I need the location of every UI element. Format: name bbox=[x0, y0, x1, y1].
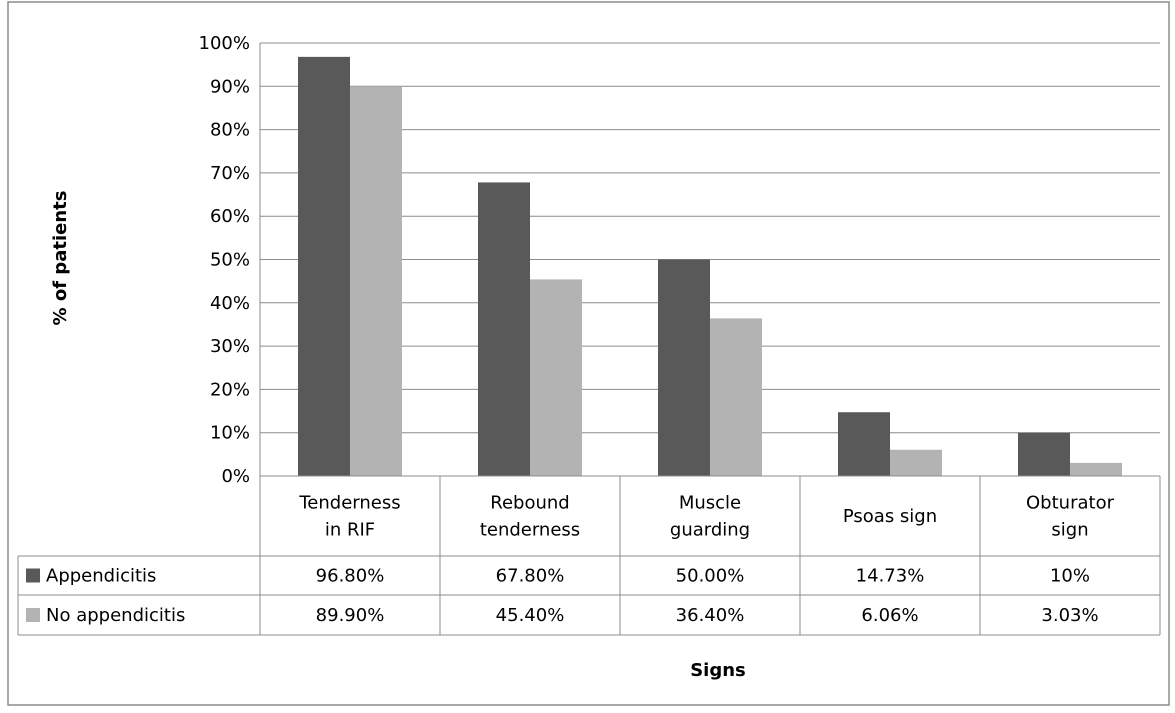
bar-appendicitis-0 bbox=[298, 56, 350, 477]
data-label: 50.00% bbox=[676, 566, 745, 587]
category-label: Muscle guarding bbox=[670, 493, 750, 541]
bars bbox=[298, 56, 1122, 477]
category-label: Rebound tenderness bbox=[480, 493, 580, 541]
y-tick-label: 10% bbox=[210, 423, 250, 444]
data-label: 10% bbox=[1050, 566, 1090, 587]
data-label: 67.80% bbox=[496, 566, 565, 587]
bar-appendicitis-1 bbox=[478, 182, 530, 476]
y-axis-title: % of patients bbox=[50, 191, 71, 326]
data-label: 14.73% bbox=[856, 566, 925, 587]
bar-no-appendicitis-2 bbox=[710, 318, 762, 476]
data-label: 3.03% bbox=[1041, 605, 1098, 626]
y-tick-label: 60% bbox=[210, 206, 250, 227]
x-axis-title: Signs bbox=[690, 660, 746, 681]
y-tick-label: 70% bbox=[210, 163, 250, 184]
series-name: Appendicitis bbox=[46, 566, 156, 587]
data-label: 45.40% bbox=[496, 605, 565, 626]
chart-border bbox=[7, 1, 1170, 706]
y-tick-label: 0% bbox=[221, 466, 250, 487]
bar-appendicitis-2 bbox=[658, 259, 710, 476]
bar-appendicitis-4 bbox=[1018, 432, 1070, 476]
bar-appendicitis-3 bbox=[838, 412, 890, 476]
series-name: No appendicitis bbox=[46, 605, 185, 626]
bar-no-appendicitis-1 bbox=[530, 279, 582, 476]
y-tick-label: 80% bbox=[210, 120, 250, 141]
y-tick-labels: 0% 10% 20% 30% 40% 50% 60% 70% 80% 90% 100% bbox=[199, 33, 250, 487]
legend-key bbox=[26, 608, 40, 622]
category-label: Tenderness in RIF bbox=[298, 493, 400, 541]
data-label: 6.06% bbox=[861, 605, 918, 626]
y-tick-label: 20% bbox=[210, 379, 250, 400]
data-label: 96.80% bbox=[316, 566, 385, 587]
bar-no-appendicitis-0 bbox=[350, 86, 402, 476]
data-label: 36.40% bbox=[676, 605, 745, 626]
y-tick-label: 30% bbox=[210, 336, 250, 357]
data-label: 89.90% bbox=[316, 605, 385, 626]
legend-key bbox=[26, 568, 40, 583]
y-tick-label: 40% bbox=[210, 293, 250, 314]
category-label: Obturator sign bbox=[1026, 493, 1115, 541]
category-label: Psoas sign bbox=[843, 506, 937, 527]
y-tick-label: 90% bbox=[210, 76, 250, 97]
y-tick-label: 100% bbox=[199, 33, 250, 54]
bar-no-appendicitis-4 bbox=[1070, 462, 1122, 476]
bar-no-appendicitis-3 bbox=[890, 449, 942, 476]
data-table: Tenderness in RIF Rebound tenderness Muscle g… bbox=[17, 475, 1161, 636]
y-tick-label: 50% bbox=[210, 250, 250, 271]
